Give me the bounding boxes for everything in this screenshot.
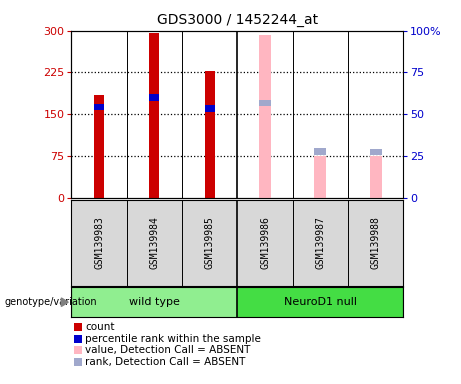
Text: rank, Detection Call = ABSENT: rank, Detection Call = ABSENT	[85, 357, 246, 367]
Bar	[94, 104, 104, 110]
Text: percentile rank within the sample: percentile rank within the sample	[85, 334, 261, 344]
Bar	[370, 156, 382, 198]
Bar	[370, 149, 382, 156]
Polygon shape	[61, 298, 68, 306]
Title: GDS3000 / 1452244_at: GDS3000 / 1452244_at	[157, 13, 318, 27]
Bar	[149, 33, 160, 198]
Bar	[149, 94, 160, 101]
Bar	[237, 287, 403, 317]
Bar	[259, 35, 271, 198]
Text: genotype/variation: genotype/variation	[5, 297, 97, 307]
Text: wild type: wild type	[129, 297, 180, 307]
Bar	[71, 287, 237, 317]
Bar	[259, 100, 271, 106]
Text: GSM139985: GSM139985	[205, 217, 215, 269]
Bar	[205, 71, 215, 198]
Bar	[94, 95, 104, 198]
Text: GSM139983: GSM139983	[94, 217, 104, 269]
Text: NeuroD1 null: NeuroD1 null	[284, 297, 357, 307]
Text: GSM139986: GSM139986	[260, 217, 270, 269]
Bar	[314, 156, 326, 198]
Text: GSM139984: GSM139984	[149, 217, 160, 269]
Text: count: count	[85, 322, 115, 332]
Text: value, Detection Call = ABSENT: value, Detection Call = ABSENT	[85, 345, 251, 355]
Text: GSM139988: GSM139988	[371, 217, 381, 269]
Bar	[314, 148, 326, 155]
Bar	[205, 105, 215, 112]
Text: GSM139987: GSM139987	[315, 217, 325, 269]
